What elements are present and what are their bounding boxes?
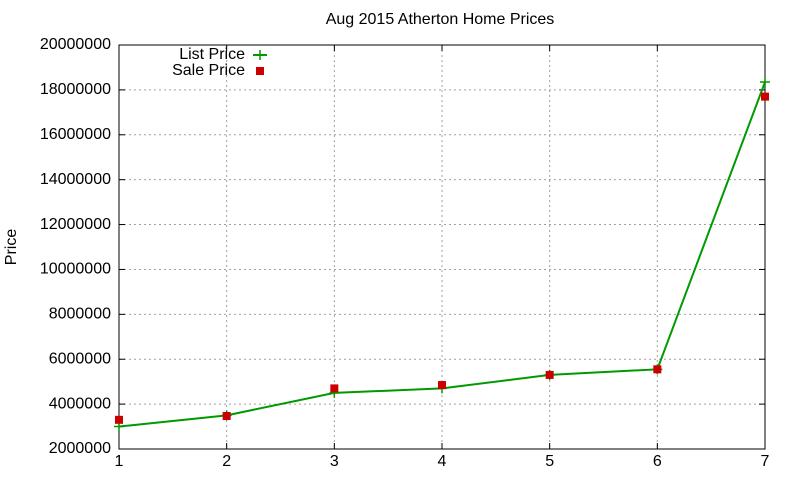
y-tick-label: 10000000 xyxy=(40,261,111,278)
data-point xyxy=(222,412,231,421)
x-tick-label: 2 xyxy=(222,453,231,470)
y-axis-label: Price xyxy=(3,229,20,266)
y-tick-label: 14000000 xyxy=(40,171,111,188)
data-point xyxy=(438,381,446,390)
x-tick-label: 5 xyxy=(545,453,554,470)
x-tick-label: 4 xyxy=(438,453,447,470)
y-tick-label: 18000000 xyxy=(40,81,111,98)
x-tick-label: 6 xyxy=(653,453,662,470)
data-point xyxy=(545,370,554,379)
y-tick-label: 16000000 xyxy=(40,126,111,143)
data-point xyxy=(761,92,769,101)
x-tick-label: 3 xyxy=(330,453,339,470)
y-tick-label: 2000000 xyxy=(49,440,111,457)
legend-marker xyxy=(256,67,264,75)
y-tick-label: 8000000 xyxy=(49,306,111,323)
x-tick-label: 1 xyxy=(115,453,124,470)
legend-label: Sale Price xyxy=(172,62,245,79)
y-tick-label: 6000000 xyxy=(49,350,111,367)
chart-title: Aug 2015 Atherton Home Prices xyxy=(326,11,555,28)
data-point xyxy=(760,77,770,88)
y-tick-label: 4000000 xyxy=(49,395,111,412)
plot-border xyxy=(118,44,766,450)
y-tick-label: 20000000 xyxy=(40,36,111,53)
x-tick-label: 7 xyxy=(761,453,770,470)
legend-label: List Price xyxy=(179,46,245,63)
data-point xyxy=(653,365,662,374)
legend-marker xyxy=(255,50,265,60)
data-point xyxy=(330,384,339,393)
y-tick-label: 12000000 xyxy=(40,216,111,233)
series-line xyxy=(118,81,766,428)
data-point xyxy=(115,415,123,424)
